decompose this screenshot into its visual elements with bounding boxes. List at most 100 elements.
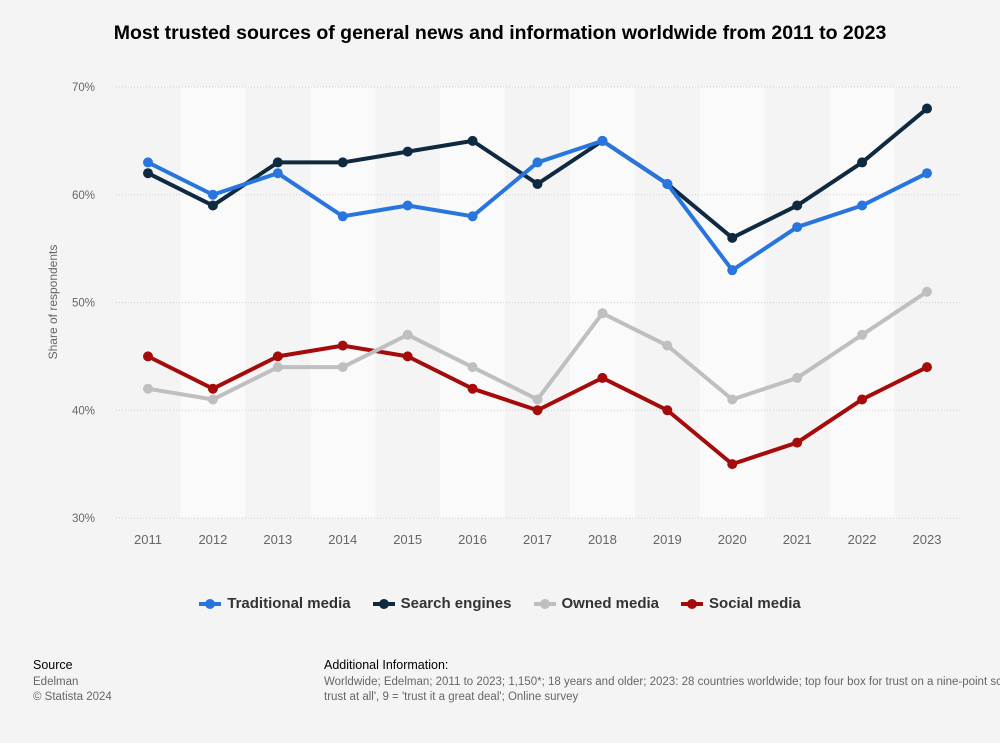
x-tick-label: 2020 bbox=[718, 532, 747, 547]
data-point[interactable] bbox=[337, 362, 348, 373]
source-block: Source Edelman © Statista 2024 bbox=[33, 658, 112, 705]
x-tick-label: 2015 bbox=[393, 532, 422, 547]
series-line bbox=[147, 290, 929, 402]
data-point[interactable] bbox=[662, 340, 673, 351]
data-point[interactable] bbox=[727, 232, 738, 243]
x-tick-label: 2022 bbox=[848, 532, 877, 547]
data-point[interactable] bbox=[272, 351, 283, 362]
chart-title: Most trusted sources of general news and… bbox=[113, 22, 887, 44]
data-point[interactable] bbox=[532, 157, 543, 168]
data-point[interactable] bbox=[792, 222, 803, 233]
data-point[interactable] bbox=[402, 146, 413, 157]
x-tick-label: 2019 bbox=[653, 532, 682, 547]
x-tick-label: 2017 bbox=[523, 532, 552, 547]
legend-label: Owned media bbox=[561, 595, 660, 612]
series-social-media bbox=[143, 340, 932, 470]
data-point[interactable] bbox=[467, 362, 478, 373]
data-point[interactable] bbox=[792, 200, 803, 211]
y-axis-label: Share of respondents bbox=[46, 245, 60, 360]
info-label: Additional Information: bbox=[324, 658, 449, 672]
x-tick-label: 2013 bbox=[263, 532, 292, 547]
info-line-1: Worldwide; Edelman; 2011 to 2023; 1,150*… bbox=[324, 676, 1000, 688]
x-tick-label: 2014 bbox=[328, 532, 357, 547]
y-tick-label: 50% bbox=[72, 298, 95, 310]
data-point[interactable] bbox=[337, 340, 348, 351]
legend-swatch bbox=[199, 598, 222, 609]
data-point[interactable] bbox=[857, 157, 868, 168]
data-point[interactable] bbox=[662, 178, 673, 189]
data-point[interactable] bbox=[402, 329, 413, 340]
data-point[interactable] bbox=[727, 265, 738, 276]
line-chart: 30% 40% 50% 60% 70% 2011 2012 2013 2014 2015 2016 2… bbox=[46, 82, 960, 547]
data-point[interactable] bbox=[597, 308, 608, 319]
data-point[interactable] bbox=[143, 383, 153, 394]
data-point[interactable] bbox=[597, 372, 608, 383]
data-point[interactable] bbox=[727, 459, 738, 470]
additional-info: Additional Information: Worldwide; Edelm… bbox=[324, 658, 1000, 705]
data-point[interactable] bbox=[792, 437, 803, 448]
data-point[interactable] bbox=[402, 351, 413, 362]
legend-swatch bbox=[372, 598, 395, 609]
data-point[interactable] bbox=[857, 394, 868, 405]
data-point[interactable] bbox=[143, 351, 153, 362]
data-point[interactable] bbox=[337, 157, 348, 168]
data-point[interactable] bbox=[532, 178, 543, 189]
data-point[interactable] bbox=[922, 103, 932, 114]
info-line-2: trust at all', 9 = 'trust it a great dea… bbox=[324, 691, 579, 703]
data-point[interactable] bbox=[662, 405, 673, 416]
x-tick-label: 2016 bbox=[458, 532, 487, 547]
data-point[interactable] bbox=[922, 168, 932, 179]
legend-item[interactable]: Search engines bbox=[372, 595, 512, 612]
data-point[interactable] bbox=[922, 286, 932, 297]
y-tick-label: 70% bbox=[72, 82, 95, 94]
data-point[interactable] bbox=[467, 211, 478, 222]
series-owned-media bbox=[143, 286, 932, 405]
data-point[interactable] bbox=[272, 157, 283, 168]
data-point[interactable] bbox=[207, 383, 218, 394]
data-point[interactable] bbox=[143, 168, 153, 179]
data-point[interactable] bbox=[727, 394, 738, 405]
data-point[interactable] bbox=[207, 189, 218, 200]
data-point[interactable] bbox=[792, 372, 803, 383]
copyright: © Statista 2024 bbox=[33, 691, 112, 703]
legend: Traditional media Search engines Owned med… bbox=[0, 595, 1000, 612]
data-point[interactable] bbox=[857, 200, 868, 211]
legend-swatch bbox=[533, 598, 556, 609]
y-tick-label: 60% bbox=[72, 190, 95, 202]
y-tick-label: 40% bbox=[72, 405, 95, 417]
x-tick-label: 2023 bbox=[913, 532, 942, 547]
series-line bbox=[147, 107, 929, 240]
data-point[interactable] bbox=[857, 329, 868, 340]
data-point[interactable] bbox=[272, 362, 283, 373]
source-label: Source bbox=[33, 658, 73, 672]
y-tick-label: 30% bbox=[72, 513, 95, 525]
data-point[interactable] bbox=[143, 157, 153, 168]
x-tick-label: 2021 bbox=[783, 532, 812, 547]
data-point[interactable] bbox=[922, 362, 932, 373]
legend-label: Social media bbox=[709, 595, 801, 612]
data-point[interactable] bbox=[337, 211, 348, 222]
data-point[interactable] bbox=[532, 394, 543, 405]
legend-label: Search engines bbox=[400, 595, 512, 612]
data-point[interactable] bbox=[467, 135, 478, 146]
data-point[interactable] bbox=[207, 200, 218, 211]
data-point[interactable] bbox=[467, 383, 478, 394]
legend-swatch bbox=[681, 598, 704, 609]
x-tick-label: 2018 bbox=[588, 532, 617, 547]
legend-item[interactable]: Owned media bbox=[533, 595, 660, 612]
legend-item[interactable]: Traditional media bbox=[199, 595, 351, 612]
legend-item[interactable]: Social media bbox=[681, 595, 801, 612]
series-traditional-media bbox=[143, 135, 932, 276]
source-name[interactable]: Edelman bbox=[33, 676, 79, 688]
data-point[interactable] bbox=[402, 200, 413, 211]
x-tick-label: 2012 bbox=[198, 532, 227, 547]
series-line bbox=[147, 343, 928, 467]
data-point[interactable] bbox=[272, 168, 283, 179]
column-band bbox=[699, 87, 765, 518]
x-tick-label: 2011 bbox=[134, 532, 162, 547]
data-point[interactable] bbox=[597, 135, 608, 146]
data-point[interactable] bbox=[207, 394, 218, 405]
data-point[interactable] bbox=[532, 405, 543, 416]
legend-label: Traditional media bbox=[227, 595, 351, 612]
